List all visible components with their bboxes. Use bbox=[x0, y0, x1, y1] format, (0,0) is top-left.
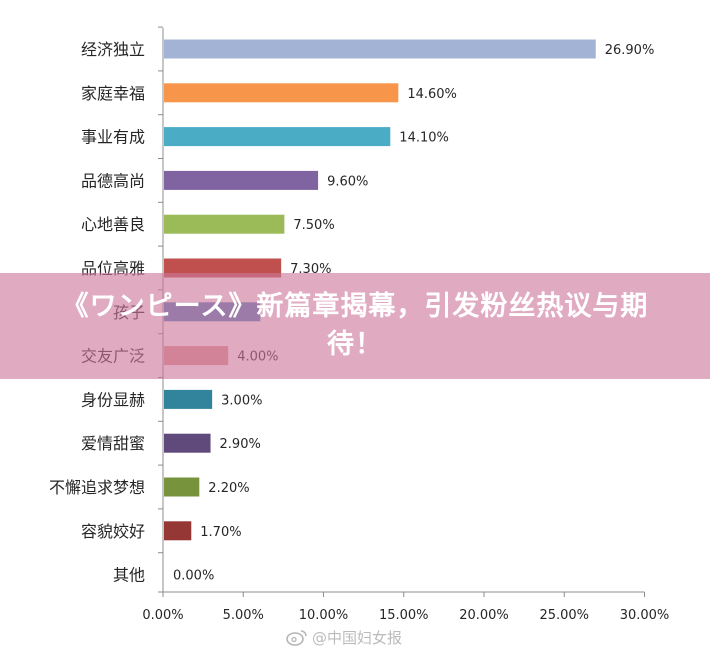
value-label: 7.50% bbox=[293, 218, 334, 233]
category-label: 事业有成 bbox=[81, 128, 145, 147]
value-label: 2.90% bbox=[220, 437, 261, 452]
watermark-text: @中国妇女报 bbox=[312, 628, 403, 647]
watermark: @中国妇女报 bbox=[286, 626, 402, 648]
value-label: 0.00% bbox=[173, 569, 214, 584]
category-label: 爱情甜蜜 bbox=[81, 434, 145, 453]
value-label: 9.60% bbox=[327, 174, 368, 189]
value-label: 14.10% bbox=[399, 131, 449, 146]
x-tick-labels: 0.00% 5.00% 10.00% 15.00% 20.00% 25.00% 30.00% bbox=[142, 608, 669, 623]
value-label: 26.90% bbox=[605, 43, 655, 58]
category-label: 家庭幸福 bbox=[81, 84, 145, 103]
x-tick-label: 5.00% bbox=[223, 608, 264, 623]
bar-10 bbox=[164, 477, 200, 497]
category-label: 经济独立 bbox=[81, 40, 145, 59]
value-label: 2.20% bbox=[208, 481, 249, 496]
value-label: 3.00% bbox=[221, 393, 262, 408]
x-tick-label: 15.00% bbox=[379, 608, 429, 623]
bar-9 bbox=[164, 433, 211, 453]
bar-0 bbox=[164, 39, 596, 59]
category-label: 容貌姣好 bbox=[81, 522, 145, 541]
category-label: 身份显赫 bbox=[81, 390, 145, 409]
bar-11 bbox=[164, 521, 192, 541]
x-tick-label: 30.00% bbox=[620, 608, 670, 623]
category-label: 品德高尚 bbox=[81, 171, 145, 190]
bar-1 bbox=[164, 83, 399, 103]
value-label: 1.70% bbox=[200, 525, 241, 540]
chart-bars bbox=[164, 39, 596, 541]
category-label: 心地善良 bbox=[81, 215, 145, 234]
weibo-icon bbox=[286, 630, 307, 646]
value-label: 14.60% bbox=[407, 87, 457, 102]
x-tick-label: 25.00% bbox=[539, 608, 589, 623]
headline-banner: 《ワンピース》新篇章揭幕，引发粉丝热议与期待！ bbox=[0, 273, 710, 379]
category-label: 不懈追求梦想 bbox=[49, 478, 145, 497]
headline-text: 《ワンピース》新篇章揭幕，引发粉丝热议与期待！ bbox=[61, 291, 649, 360]
bar-4 bbox=[164, 214, 285, 234]
x-tick-label: 10.00% bbox=[299, 608, 349, 623]
category-label: 其他 bbox=[113, 566, 145, 585]
bar-3 bbox=[164, 170, 319, 190]
x-tick-label: 20.00% bbox=[459, 608, 509, 623]
bar-5 bbox=[164, 258, 282, 278]
x-tick-label: 0.00% bbox=[142, 608, 183, 623]
bar-2 bbox=[164, 127, 391, 147]
bar-8 bbox=[164, 389, 213, 409]
